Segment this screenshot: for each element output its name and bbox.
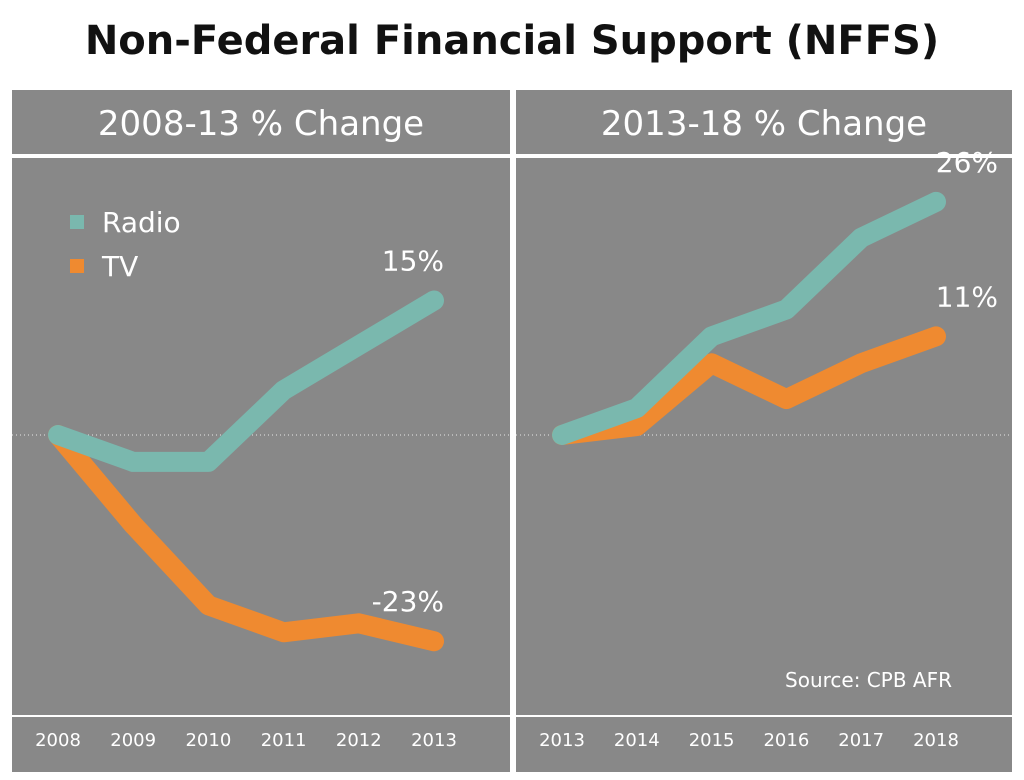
x-tick-label: 2012 bbox=[336, 730, 382, 751]
end-label-tv: -23% bbox=[372, 585, 444, 618]
x-tick-label: 2014 bbox=[614, 730, 660, 751]
x-tick-label: 2009 bbox=[110, 730, 156, 751]
series-line-tv bbox=[552, 326, 946, 445]
source-note: Source: CPB AFR bbox=[785, 668, 952, 692]
x-tick-label: 2017 bbox=[838, 730, 884, 751]
panel-title: 2013-18 % Change bbox=[600, 104, 928, 144]
series-line-radio bbox=[48, 290, 444, 472]
header-divider bbox=[516, 154, 1012, 158]
legend-swatch-tv bbox=[70, 259, 84, 273]
line-plot-2013-18: 26% 11% 2013 2014 2015 2016 2017 2018 bbox=[516, 146, 1012, 751]
x-tick-label: 2008 bbox=[35, 730, 81, 751]
x-tick-label: 2016 bbox=[763, 730, 809, 751]
x-tick-label: 2018 bbox=[913, 730, 959, 751]
x-axis-line bbox=[12, 715, 510, 717]
legend-swatch-radio bbox=[70, 215, 84, 229]
legend-label-tv: TV bbox=[102, 249, 139, 283]
x-axis-line bbox=[516, 715, 1012, 717]
x-tick-label: 2015 bbox=[689, 730, 735, 751]
x-tick-label: 2010 bbox=[185, 730, 231, 751]
header-divider bbox=[12, 154, 510, 158]
series-line-radio bbox=[552, 191, 946, 445]
chart-title: Non-Federal Financial Support (NFFS) bbox=[84, 18, 940, 64]
end-label-radio: 15% bbox=[382, 245, 444, 278]
end-label-radio: 26% bbox=[936, 146, 998, 179]
end-label-tv: 11% bbox=[936, 280, 998, 313]
legend-label-radio: Radio bbox=[102, 205, 181, 239]
line-plot-2008-13: 15% -23% 2008 2009 2010 2011 2012 2013 bbox=[12, 245, 510, 751]
panel-title: 2008-13 % Change bbox=[97, 104, 425, 144]
panel-2013-18: 2013-18 % Change Source: CPB AFR 26% 11% 2… bbox=[516, 90, 1012, 772]
series-line-tv bbox=[48, 425, 444, 652]
legend-item-tv: TV bbox=[70, 244, 181, 288]
panel-2008-13: 2008-13 % Change Radio TV 15% -23% 2008 200… bbox=[12, 90, 510, 772]
x-tick-label: 2011 bbox=[261, 730, 307, 751]
x-tick-label: 2013 bbox=[539, 730, 585, 751]
legend-item-radio: Radio bbox=[70, 200, 181, 244]
legend: Radio TV bbox=[70, 200, 181, 288]
x-tick-label: 2013 bbox=[411, 730, 457, 751]
